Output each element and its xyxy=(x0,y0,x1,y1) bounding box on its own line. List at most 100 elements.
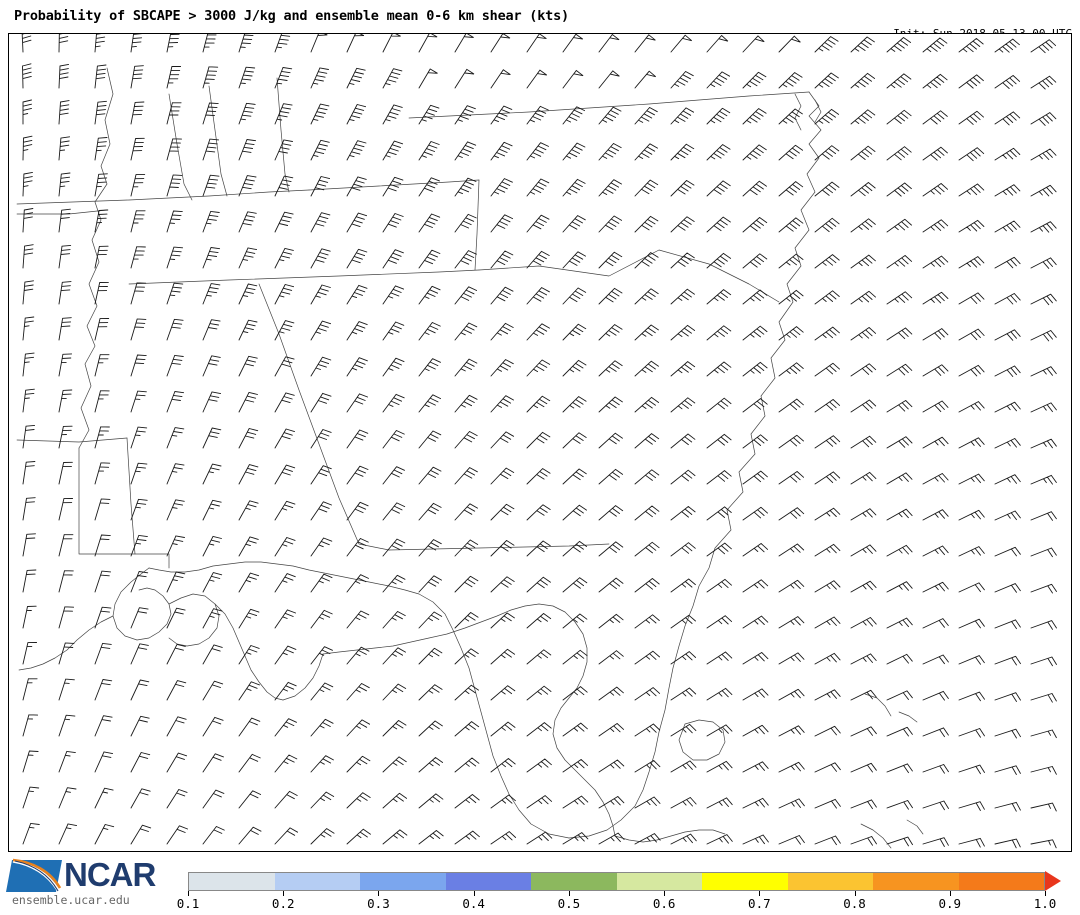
colorbar-tick-label: 0.6 xyxy=(652,896,676,911)
ncar-logo[interactable]: NCAR xyxy=(6,857,166,896)
wind-barb xyxy=(22,135,33,161)
wind-barb xyxy=(130,426,148,449)
wind-barb xyxy=(922,37,948,53)
wind-barb xyxy=(22,533,36,557)
wind-barb xyxy=(814,471,841,485)
wind-barb xyxy=(994,220,1021,233)
map-plot-area[interactable] xyxy=(8,33,1072,852)
wind-barb xyxy=(346,284,368,305)
wind-barb xyxy=(598,143,622,161)
wind-barb xyxy=(922,837,949,847)
wind-barb xyxy=(850,544,877,557)
wind-barb xyxy=(706,180,731,197)
wind-barb xyxy=(994,510,1021,521)
wind-barb xyxy=(94,281,109,305)
wind-barb xyxy=(922,110,948,125)
wind-barb xyxy=(670,34,692,53)
wind-barb xyxy=(526,468,551,485)
wind-barb xyxy=(22,208,34,233)
wind-barb xyxy=(22,678,38,701)
wind-barb xyxy=(922,291,949,305)
wind-barb xyxy=(454,612,479,629)
wind-barb xyxy=(994,329,1021,341)
wind-barb xyxy=(994,38,1020,53)
wind-barb xyxy=(706,687,733,701)
wind-barb xyxy=(58,642,75,665)
wind-barb xyxy=(814,435,841,449)
wind-barb xyxy=(778,725,805,737)
colorbar-band-1.0 xyxy=(958,873,1044,890)
wind-barb xyxy=(274,139,293,161)
wind-barb xyxy=(490,612,515,629)
colorbar[interactable]: 0.1 0.2 0.3 0.4 0.5 0.6 0.7 0.8 0.9 1.0 xyxy=(177,871,1072,912)
wind-barb xyxy=(742,579,769,593)
wind-barb xyxy=(994,801,1021,812)
wind-barb xyxy=(382,213,404,233)
wind-barb xyxy=(742,652,769,665)
wind-barb xyxy=(202,102,219,125)
wind-barb xyxy=(814,217,840,233)
wind-barb xyxy=(274,609,297,629)
wind-barb xyxy=(166,102,182,125)
wind-barb xyxy=(526,649,552,665)
wind-barb xyxy=(238,464,259,485)
wind-barb xyxy=(598,106,622,125)
wind-barb xyxy=(598,832,625,845)
wind-barb xyxy=(922,436,949,449)
wind-barb xyxy=(958,618,985,629)
wind-barb xyxy=(562,251,586,269)
wind-barb xyxy=(778,507,805,521)
wind-barb xyxy=(742,253,768,269)
wind-barb xyxy=(166,825,189,845)
colorbar-band-0.5 xyxy=(531,873,617,890)
wind-barb xyxy=(994,655,1021,666)
wind-barb xyxy=(922,764,949,774)
wind-barb xyxy=(274,356,295,377)
wind-barb xyxy=(850,327,877,341)
wind-barb xyxy=(238,645,260,665)
colorbar-band-0.8 xyxy=(787,873,873,890)
site-url-label: ensemble.ucar.edu xyxy=(12,893,130,907)
wind-barb xyxy=(454,68,475,89)
wind-barb xyxy=(706,542,732,557)
wind-barb xyxy=(166,643,186,665)
wind-barb xyxy=(274,34,291,53)
wind-barb xyxy=(922,183,949,197)
wind-barb xyxy=(670,107,695,125)
wind-barb xyxy=(490,831,517,845)
wind-barb xyxy=(922,800,949,811)
wind-barb xyxy=(1030,474,1057,485)
wind-barb xyxy=(958,655,985,665)
wind-barb xyxy=(634,614,660,629)
wind-barb xyxy=(346,538,369,557)
wind-barb xyxy=(130,643,149,665)
colorbar-band-0.3 xyxy=(360,873,446,890)
wind-barb xyxy=(58,498,74,521)
wind-barb xyxy=(382,249,404,269)
wind-barb xyxy=(562,759,589,773)
wind-barb xyxy=(490,758,516,773)
wind-barb xyxy=(1030,547,1057,558)
wind-barb xyxy=(742,144,767,161)
wind-barb xyxy=(526,431,551,449)
wind-barb xyxy=(94,100,107,125)
wind-barb xyxy=(274,175,294,197)
wind-barb xyxy=(454,830,480,845)
wind-barb xyxy=(886,508,913,521)
wind-barb xyxy=(1030,75,1057,90)
wind-barb xyxy=(130,210,146,233)
wind-barb xyxy=(922,73,948,89)
wind-barb xyxy=(238,608,260,629)
wind-barb xyxy=(1030,438,1057,449)
wind-barb xyxy=(850,799,877,810)
wind-barb xyxy=(778,362,804,377)
wind-barb xyxy=(994,583,1021,593)
wind-barb xyxy=(22,642,38,665)
wind-barb xyxy=(58,353,73,377)
wind-barb xyxy=(634,650,660,665)
wind-barb xyxy=(814,652,841,665)
wind-barb xyxy=(670,723,697,737)
wind-barb xyxy=(670,216,695,233)
wind-barb xyxy=(58,823,78,845)
wind-barb xyxy=(418,177,440,197)
